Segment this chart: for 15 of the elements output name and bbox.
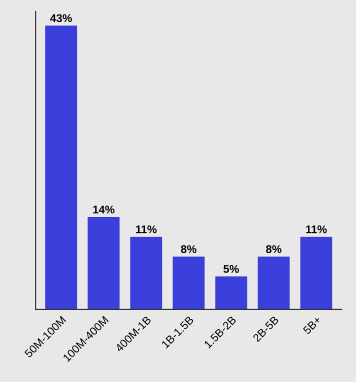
- bar: [88, 217, 120, 310]
- bar: [45, 26, 78, 310]
- data-label: 11%: [136, 225, 157, 234]
- data-label: 14%: [93, 206, 114, 214]
- data-label: 43%: [50, 14, 72, 22]
- data-label: 8%: [266, 245, 282, 254]
- bar: [130, 236, 162, 310]
- bar: [215, 276, 248, 310]
- bar: [300, 236, 332, 310]
- data-label: 11%: [306, 225, 327, 234]
- data-label: 8%: [181, 245, 196, 254]
- bar: [258, 256, 290, 310]
- x-tick-label: 5B+: [302, 316, 322, 335]
- bar: [172, 256, 205, 310]
- data-label: 5%: [224, 265, 239, 273]
